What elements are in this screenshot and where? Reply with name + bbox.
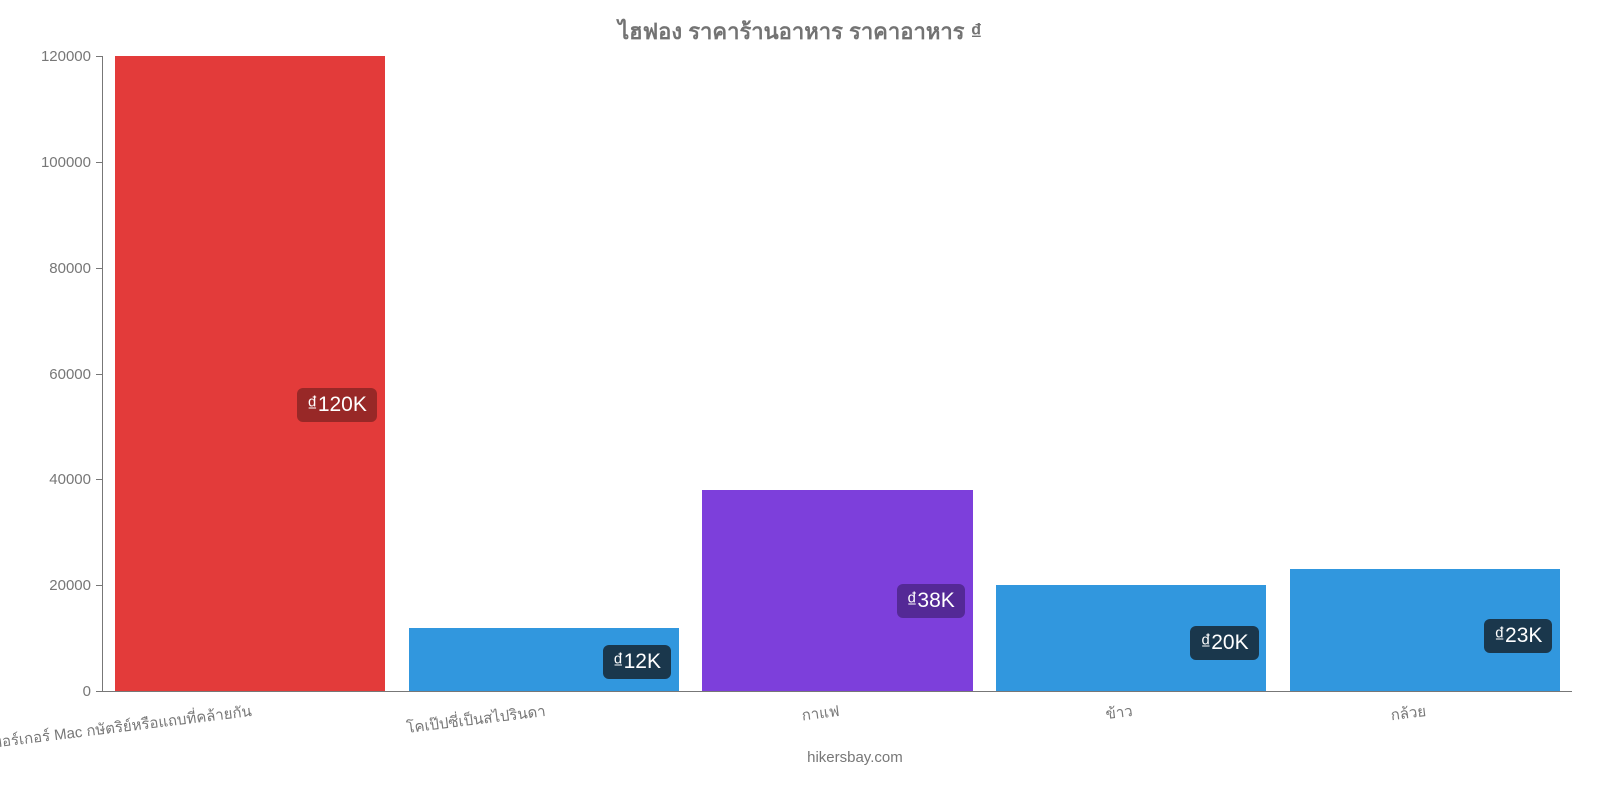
value-badge: ₫120K (297, 388, 377, 422)
y-tick-mark (96, 374, 103, 375)
x-axis-label: ข้าว (1104, 699, 1134, 726)
y-tick-label: 80000 (49, 260, 91, 277)
price-chart: ไฮฟอง ราคาร้านอาหาร ราคาอาหาร ₫ 02000040… (0, 0, 1600, 800)
value-badge: ₫12K (603, 645, 671, 679)
y-tick-label: 60000 (49, 366, 91, 383)
x-axis-label: โคเป๊ปซี่เป็นสไปรินดา (405, 699, 547, 740)
y-tick-mark (96, 479, 103, 480)
y-tick-label: 120000 (41, 48, 91, 65)
y-tick-mark (96, 268, 103, 269)
y-tick-mark (96, 691, 103, 692)
x-axis-label: กาแฟ (800, 699, 840, 727)
value-badge: ₫23K (1484, 619, 1552, 653)
y-tick-label: 0 (83, 683, 91, 700)
plot-area: 020000400006000080000100000120000₫120Kเบ… (102, 56, 1572, 692)
x-axis-label: กล้วย (1389, 699, 1427, 727)
attribution-text: hikersbay.com (807, 749, 903, 766)
bar (115, 56, 385, 691)
x-axis-label: เบอร์เกอร์ Mac กษัตริย์หรือแถบที่คล้ายกั… (0, 699, 253, 755)
y-tick-mark (96, 56, 103, 57)
value-badge: ₫20K (1190, 626, 1258, 660)
y-tick-mark (96, 585, 103, 586)
y-tick-label: 100000 (41, 154, 91, 171)
y-tick-label: 20000 (49, 577, 91, 594)
chart-title: ไฮฟอง ราคาร้านอาหาร ราคาอาหาร ₫ (0, 14, 1600, 49)
y-tick-label: 40000 (49, 471, 91, 488)
value-badge: ₫38K (897, 584, 965, 618)
y-tick-mark (96, 162, 103, 163)
